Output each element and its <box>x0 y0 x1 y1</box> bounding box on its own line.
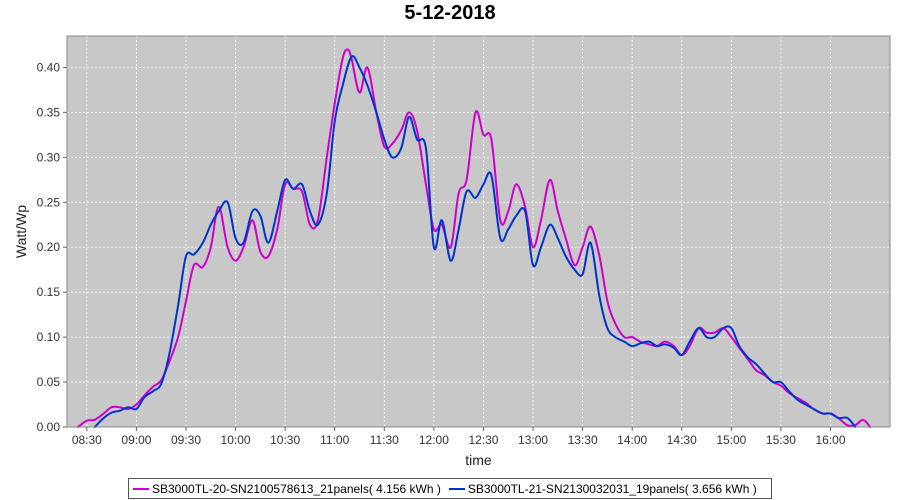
x-tick-label: 12:00 <box>419 433 449 447</box>
y-tick-label: 0.20 <box>37 240 61 254</box>
series-line-2 <box>93 55 857 428</box>
series-layer <box>76 48 872 428</box>
x-tick-label: 12:30 <box>468 433 498 447</box>
legend-swatch-series-2 <box>448 487 465 490</box>
y-tick-label: 0.10 <box>37 330 61 344</box>
legend-item-series-1: SB3000TL-20-SN2100578613_21panels( 4.156… <box>133 482 441 496</box>
legend-label-series-2: SB3000TL-21-SN2130032031_19panels( 3.656… <box>467 481 757 496</box>
y-axis: 0.00 0.05 0.10 0.15 0.20 0.25 0.30 0.35 0.40 <box>37 60 67 434</box>
plot-area <box>67 36 890 427</box>
x-tick-label: 15:00 <box>716 433 746 447</box>
y-tick-label: 0.30 <box>37 150 61 164</box>
legend-label-series-1: SB3000TL-20-SN2100578613_21panels( 4.156… <box>152 481 441 496</box>
legend-swatch-series-1 <box>133 487 149 490</box>
y-tick-label: 0.05 <box>37 375 61 389</box>
x-tick-label: 10:30 <box>270 433 300 447</box>
y-tick-label: 0.35 <box>37 105 61 119</box>
legend: SB3000TL-20-SN2100578613_21panels( 4.156… <box>128 478 772 499</box>
chart-title: 5-12-2018 <box>404 2 496 24</box>
plot-border <box>66 35 891 428</box>
x-tick-label: 08:30 <box>72 433 102 447</box>
series-line-1 <box>76 48 872 428</box>
y-tick-label: 0.25 <box>37 195 61 209</box>
y-axis-title: Watt/Wp <box>13 205 29 258</box>
x-tick-label: 11:00 <box>320 433 349 447</box>
y-tick-label: 0.15 <box>37 285 61 299</box>
x-tick-label: 10:00 <box>221 433 251 447</box>
x-tick-label: 14:00 <box>617 433 647 447</box>
x-tick-label: 15:30 <box>766 433 796 447</box>
x-axis-title: time <box>465 452 492 468</box>
y-tick-label: 0.40 <box>37 60 61 74</box>
y-tick-label: 0.00 <box>37 420 61 434</box>
x-tick-label: 13:00 <box>518 433 548 447</box>
x-tick-label: 11:30 <box>370 433 399 447</box>
x-tick-label: 09:00 <box>121 433 151 447</box>
x-tick-label: 16:00 <box>815 433 845 447</box>
x-axis: 08:30 09:00 09:30 10:00 10:30 11:00 11:30 12:00… <box>72 427 846 447</box>
legend-item-series-2: SB3000TL-21-SN2130032031_19panels( 3.656… <box>448 481 757 496</box>
x-tick-label: 09:30 <box>171 433 201 447</box>
x-tick-label: 13:30 <box>568 433 598 447</box>
x-tick-label: 14:30 <box>667 433 697 447</box>
